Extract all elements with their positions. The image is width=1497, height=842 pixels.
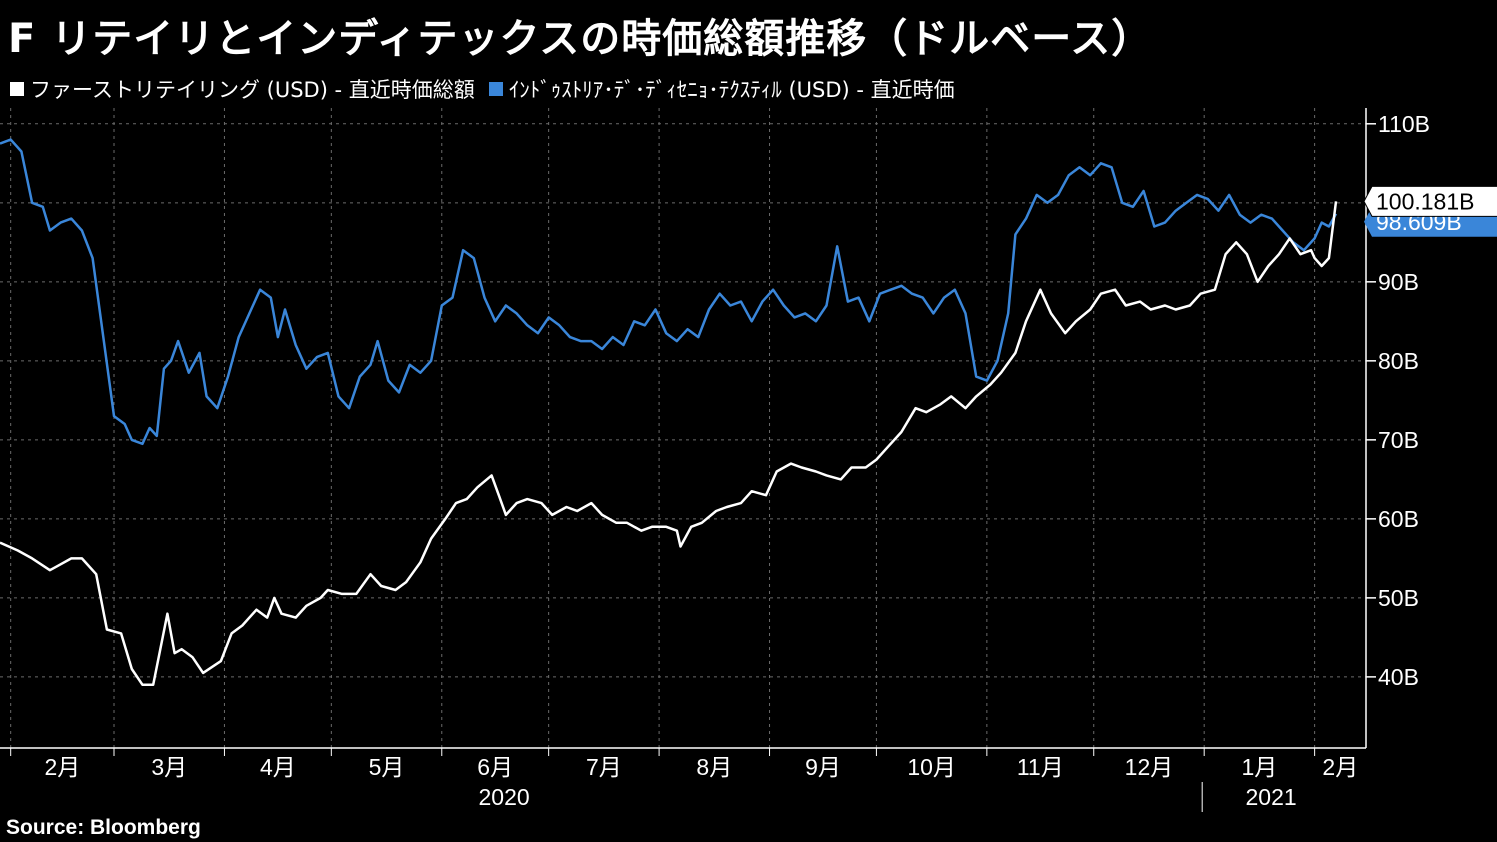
x-tick-label: 11月: [1017, 754, 1064, 780]
series-line-inditex: [0, 138, 1338, 446]
year-label: 2020: [479, 784, 530, 810]
axes: 40B50B60B70B80B90B100B110B2月3月4月5月6月7月8月…: [0, 108, 1497, 812]
legend: ファーストリテイリング (USD) - 直近時価総額 ｲﾝﾄﾞｩｽﾄﾘｱ･ﾃﾞ･…: [10, 74, 969, 104]
source-note: Source: Bloomberg: [6, 816, 201, 839]
x-tick-label: 2月: [1322, 754, 1358, 780]
last-value-fast-retailing: 100.181B: [1363, 185, 1497, 217]
x-tick-label: 6月: [477, 754, 513, 780]
legend-label-inditex: ｲﾝﾄﾞｩｽﾄﾘｱ･ﾃﾞ･ﾃﾞｨｾﾆｮ･ﾃｸｽﾃｨﾙ (USD) - 直近時価: [508, 78, 955, 102]
y-tick-label: 90B: [1378, 269, 1419, 295]
legend-swatch-inditex: [488, 82, 503, 96]
y-tick-label: 80B: [1378, 348, 1419, 374]
last-value-fast-retailing-box: [1363, 185, 1497, 217]
x-tick-label: 4月: [260, 754, 296, 780]
y-tick-label: 40B: [1378, 664, 1419, 690]
x-tick-label: 12月: [1125, 754, 1174, 780]
year-label: 2021: [1246, 784, 1297, 810]
y-tick-label: 60B: [1378, 506, 1419, 532]
x-tick-label: 9月: [805, 754, 841, 780]
y-tick-label: 110B: [1378, 111, 1430, 137]
x-tick-label: 7月: [586, 754, 622, 780]
x-tick-label: 10月: [907, 754, 956, 780]
x-tick-label: 1月: [1242, 754, 1278, 780]
x-tick-label: 2月: [44, 754, 80, 780]
series-line-fast-retailing: [0, 201, 1338, 687]
legend-swatch-fast-retailing: [10, 82, 24, 96]
grid: [0, 108, 1366, 748]
y-tick-label: 50B: [1378, 585, 1419, 611]
x-tick-label: 3月: [151, 754, 187, 780]
legend-item-inditex: ｲﾝﾄﾞｩｽﾄﾘｱ･ﾃﾞ･ﾃﾞｨｾﾆｮ･ﾃｸｽﾃｨﾙ (USD) - 直近時価: [488, 74, 955, 104]
legend-item-fast-retailing: ファーストリテイリング (USD) - 直近時価総額: [10, 74, 475, 104]
series-lines: [0, 138, 1338, 687]
chart-title: F リテイリとインディテックスの時価総額推移（ドルベース）: [8, 16, 1153, 62]
last-value-fast-retailing-text: 100.181B: [1376, 188, 1474, 214]
x-tick-label: 8月: [696, 754, 732, 780]
legend-label-fast-retailing: ファーストリテイリング (USD) - 直近時価総額: [30, 78, 475, 102]
x-tick-label: 5月: [369, 754, 405, 780]
y-tick-label: 70B: [1378, 427, 1419, 453]
